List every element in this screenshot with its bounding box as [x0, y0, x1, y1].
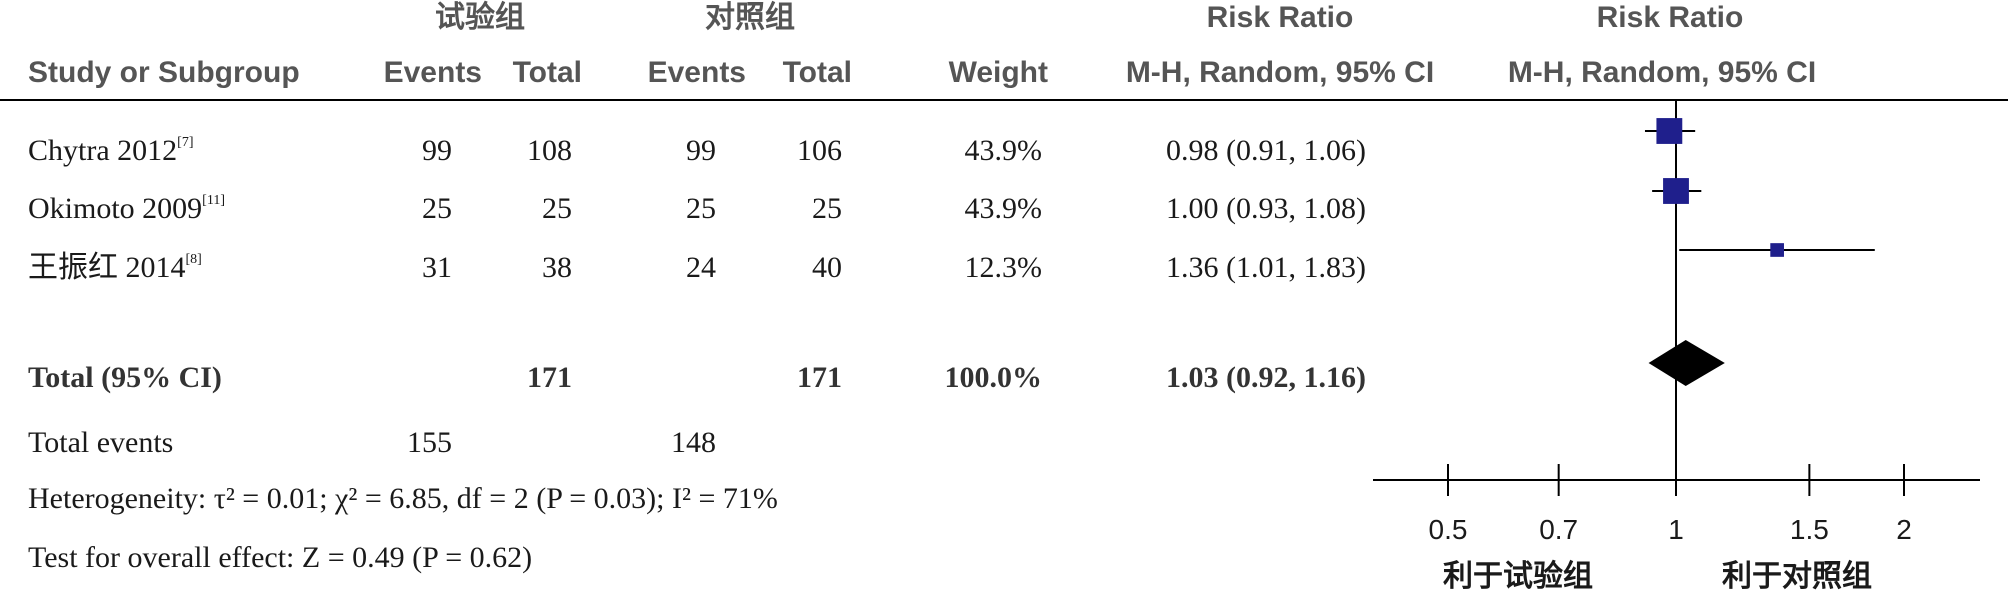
method-column-header: M-H, Random, 95% CI: [1125, 56, 1435, 89]
events1-column-header: Events: [383, 56, 482, 89]
overall-effect-test: Test for overall effect: Z = 0.49 (P = 0…: [28, 541, 533, 574]
total1-sum: 171: [527, 361, 572, 394]
ci-cell: 1.00 (0.93, 1.08): [1166, 192, 1366, 225]
pooled-ci: 1.03 (0.92, 1.16): [1166, 361, 1366, 394]
weight-cell: 43.9%: [964, 192, 1043, 225]
ci-cell: 1.36 (1.01, 1.83): [1166, 251, 1366, 284]
x-tick-label: 0.7: [1539, 514, 1579, 545]
weight-cell: 43.9%: [964, 134, 1043, 167]
x-tick-label: 1.5: [1789, 514, 1829, 545]
total-label: Total (95% CI): [28, 361, 222, 394]
x-tick-label: 1: [1668, 514, 1684, 545]
study-name: 王振红 2014[8]: [28, 251, 202, 284]
pooled-diamond: [1648, 340, 1725, 386]
study-column-header: Study or Subgroup: [28, 56, 300, 89]
total2-sum: 171: [797, 361, 842, 394]
total2-cell: 106: [797, 134, 842, 167]
heterogeneity-stats: Heterogeneity: τ² = 0.01; χ² = 6.85, df …: [28, 482, 778, 515]
events2-column-header: Events: [647, 56, 746, 89]
header-divider: [0, 99, 2008, 101]
plot-method-header: M-H, Random, 95% CI: [1507, 56, 1817, 89]
events2-cell: 24: [686, 251, 716, 284]
study-point-marker: [1663, 178, 1689, 204]
total1-cell: 108: [527, 134, 572, 167]
plot-title: Risk Ratio: [1596, 1, 1744, 34]
total-events-label: Total events: [28, 426, 174, 459]
study-name: Chytra 2012[7]: [28, 134, 194, 167]
x-tick-label: 2: [1896, 514, 1912, 545]
total-events-1: 155: [407, 426, 452, 459]
ci-cell: 0.98 (0.91, 1.06): [1166, 134, 1366, 167]
events2-cell: 99: [686, 134, 716, 167]
weight-cell: 12.3%: [964, 251, 1043, 284]
experimental-group-header: 试验组: [435, 1, 525, 34]
favours-experimental-label: 利于试验组: [1443, 559, 1593, 594]
study-name: Okimoto 2009[11]: [28, 192, 225, 225]
total-weight: 100.0%: [944, 361, 1043, 394]
total1-cell: 38: [542, 251, 572, 284]
risk-ratio-column-title: Risk Ratio: [1206, 1, 1354, 34]
events1-cell: 99: [422, 134, 452, 167]
total2-cell: 40: [812, 251, 842, 284]
events2-cell: 25: [686, 192, 716, 225]
total2-column-header: Total: [782, 56, 852, 89]
total2-cell: 25: [812, 192, 842, 225]
events1-cell: 25: [422, 192, 452, 225]
events1-cell: 31: [422, 251, 452, 284]
favours-control-label: 利于对照组: [1722, 559, 1872, 594]
control-group-header: 对照组: [705, 1, 795, 34]
total1-column-header: Total: [512, 56, 582, 89]
x-tick-label: 0.5: [1428, 514, 1468, 545]
study-point-marker: [1770, 243, 1784, 257]
total1-cell: 25: [542, 192, 572, 225]
weight-column-header: Weight: [948, 56, 1048, 89]
study-point-marker: [1656, 118, 1683, 144]
total-events-2: 148: [671, 426, 716, 459]
